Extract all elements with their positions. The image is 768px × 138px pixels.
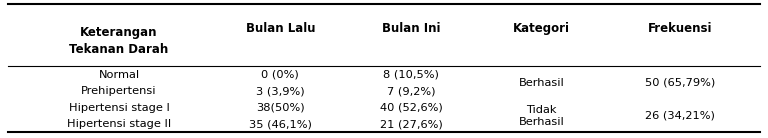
Text: Normal: Normal [98,70,140,79]
Text: Hipertensi stage I: Hipertensi stage I [68,103,170,113]
Text: Bulan Ini: Bulan Ini [382,22,440,35]
Text: 35 (46,1%): 35 (46,1%) [249,119,312,129]
Text: 26 (34,21%): 26 (34,21%) [645,111,714,121]
Text: Frekuensi: Frekuensi [647,22,712,35]
Text: 8 (10,5%): 8 (10,5%) [383,70,439,79]
Text: 3 (3,9%): 3 (3,9%) [256,86,305,96]
Text: Berhasil: Berhasil [518,78,564,88]
Text: Tidak
Berhasil: Tidak Berhasil [518,105,564,127]
Text: Keterangan
Tekanan Darah: Keterangan Tekanan Darah [69,26,169,56]
Text: Bulan Lalu: Bulan Lalu [246,22,315,35]
Text: 7 (9,2%): 7 (9,2%) [386,86,435,96]
Text: 38(50%): 38(50%) [256,103,305,113]
Text: Kategori: Kategori [513,22,570,35]
Text: Prehipertensi: Prehipertensi [81,86,157,96]
Text: 0 (0%): 0 (0%) [261,70,300,79]
Text: 50 (65,79%): 50 (65,79%) [644,78,715,88]
Text: Hipertensi stage II: Hipertensi stage II [67,119,171,129]
Text: 40 (52,6%): 40 (52,6%) [379,103,442,113]
Text: 21 (27,6%): 21 (27,6%) [379,119,442,129]
